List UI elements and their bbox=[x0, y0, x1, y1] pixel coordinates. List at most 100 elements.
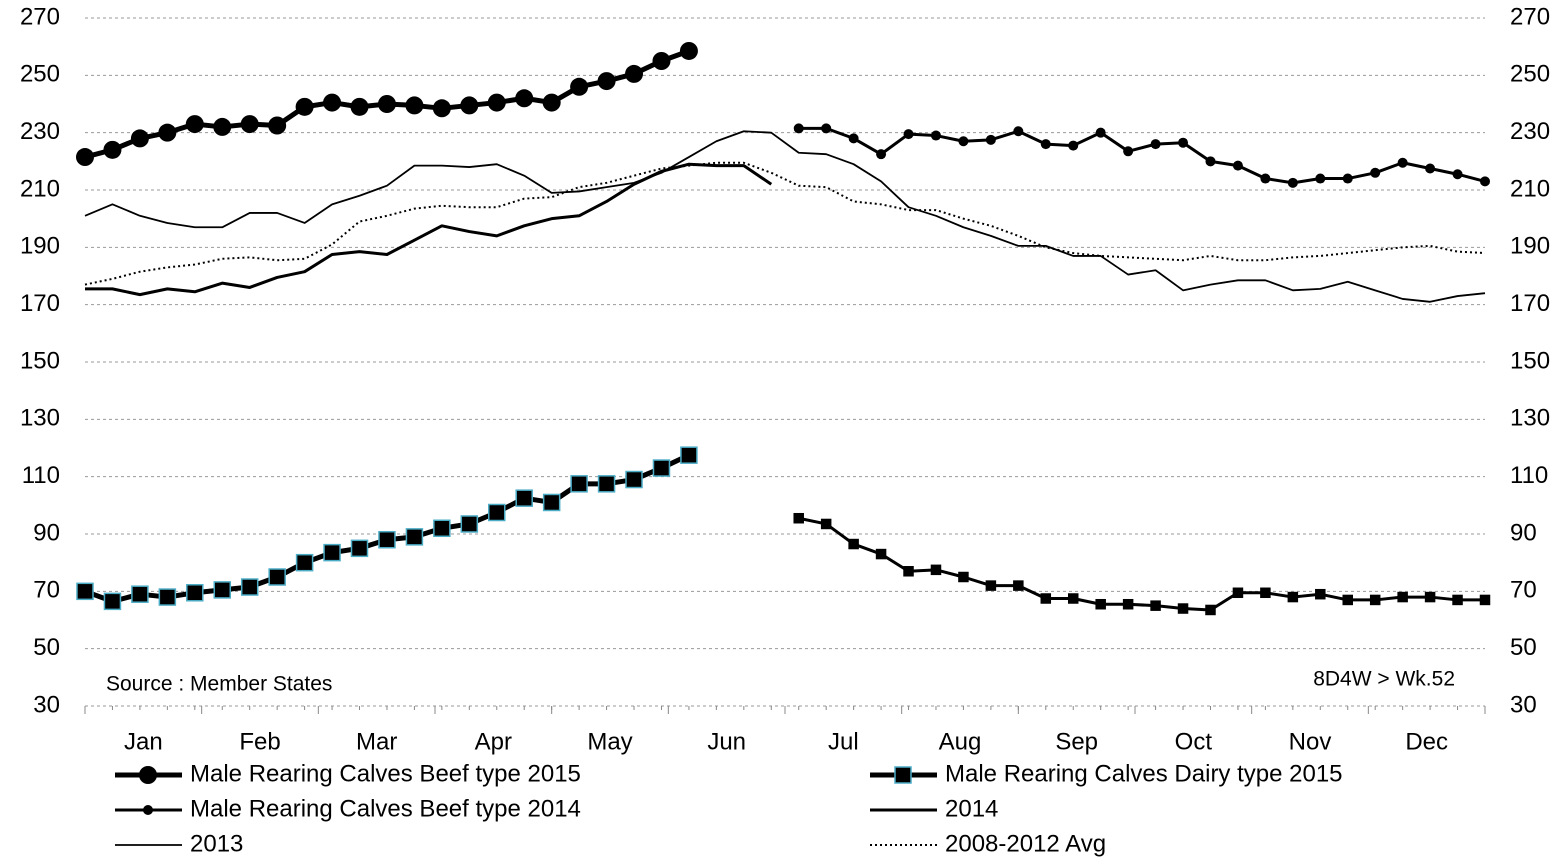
point bbox=[1150, 139, 1161, 150]
point bbox=[1342, 173, 1353, 184]
y2-tick-label: 230 bbox=[1510, 118, 1550, 145]
point bbox=[186, 584, 204, 602]
point bbox=[1452, 169, 1463, 180]
y2-tick-label: 170 bbox=[1510, 290, 1550, 317]
point bbox=[1040, 593, 1052, 604]
point bbox=[1370, 167, 1381, 178]
point bbox=[903, 566, 914, 577]
y2-tick-label: 110 bbox=[1510, 462, 1548, 489]
point bbox=[432, 99, 451, 118]
y-tick-label: 230 bbox=[20, 118, 60, 145]
point bbox=[378, 530, 396, 549]
point bbox=[488, 503, 506, 522]
x-tick-label: Jul bbox=[828, 728, 859, 755]
point bbox=[1287, 177, 1298, 188]
point bbox=[185, 115, 204, 134]
y2-tick-label: 250 bbox=[1510, 61, 1550, 88]
x-tick-label: Jan bbox=[124, 728, 163, 755]
point bbox=[158, 123, 177, 142]
point bbox=[487, 93, 506, 112]
point bbox=[1067, 593, 1079, 604]
series-line bbox=[798, 516, 1485, 612]
point bbox=[1479, 594, 1491, 606]
y-tick-label: 30 bbox=[33, 691, 60, 718]
point bbox=[1095, 127, 1106, 138]
y2-tick-label: 90 bbox=[1510, 519, 1537, 546]
point bbox=[213, 117, 232, 136]
point bbox=[76, 148, 94, 167]
point bbox=[1369, 594, 1381, 606]
point bbox=[821, 123, 832, 134]
point bbox=[570, 77, 589, 96]
point bbox=[1013, 126, 1024, 137]
y2-tick-label: 50 bbox=[1510, 634, 1537, 661]
point bbox=[985, 580, 997, 591]
point bbox=[460, 96, 479, 115]
x-tick-label: Mar bbox=[356, 728, 397, 755]
point bbox=[1397, 157, 1408, 168]
point bbox=[1123, 146, 1134, 157]
point bbox=[323, 93, 342, 112]
y-tick-label: 270 bbox=[20, 3, 60, 30]
point bbox=[515, 489, 533, 507]
point bbox=[1232, 587, 1244, 599]
point bbox=[930, 130, 941, 141]
y-tick-label: 250 bbox=[20, 61, 60, 88]
point bbox=[652, 52, 671, 70]
point bbox=[268, 568, 286, 586]
source-note: Source : Member States bbox=[106, 673, 332, 696]
series-line bbox=[798, 126, 1486, 185]
legend-label: Male Rearing Calves Beef type 2015 bbox=[190, 760, 581, 787]
point bbox=[680, 446, 698, 464]
point bbox=[1480, 176, 1490, 187]
point bbox=[958, 571, 969, 583]
point bbox=[1013, 580, 1024, 591]
x-tick-label: Aug bbox=[939, 728, 982, 755]
point bbox=[515, 89, 534, 108]
point bbox=[903, 129, 914, 140]
point bbox=[460, 515, 479, 533]
point bbox=[295, 97, 314, 116]
y-tick-label: 170 bbox=[20, 290, 60, 317]
x-tick-label: Feb bbox=[239, 728, 280, 755]
y2-tick-label: 70 bbox=[1510, 577, 1537, 604]
y2-tick-label: 130 bbox=[1510, 405, 1550, 432]
series-line bbox=[85, 162, 773, 297]
point bbox=[570, 475, 588, 493]
point bbox=[350, 539, 369, 558]
point bbox=[1452, 594, 1463, 606]
y-tick-label: 190 bbox=[20, 233, 60, 260]
point bbox=[1342, 594, 1353, 606]
y2-tick-label: 30 bbox=[1510, 691, 1537, 718]
point bbox=[158, 588, 177, 606]
legend-label: 2008-2012 Avg bbox=[945, 830, 1106, 857]
point bbox=[405, 96, 424, 115]
point bbox=[597, 72, 616, 91]
legend-label: 2014 bbox=[945, 795, 998, 822]
point bbox=[103, 140, 122, 159]
point bbox=[131, 585, 149, 603]
point bbox=[876, 149, 887, 160]
legend-label: Male Rearing Calves Beef type 2014 bbox=[190, 795, 581, 822]
y-tick-label: 70 bbox=[33, 577, 60, 604]
x-tick-label: May bbox=[587, 728, 632, 755]
point bbox=[1425, 163, 1436, 174]
x-tick-label: Oct bbox=[1175, 728, 1213, 755]
point bbox=[597, 475, 616, 493]
point bbox=[76, 582, 94, 601]
x-tick-label: Nov bbox=[1289, 728, 1332, 755]
point bbox=[625, 470, 643, 489]
point bbox=[295, 553, 314, 572]
point bbox=[323, 543, 341, 562]
point bbox=[1315, 173, 1326, 184]
legend-marker bbox=[139, 766, 157, 784]
point bbox=[1150, 600, 1161, 611]
point bbox=[1040, 139, 1051, 150]
point bbox=[377, 95, 396, 113]
point bbox=[1424, 591, 1436, 603]
point bbox=[240, 578, 259, 596]
legend-label: 2013 bbox=[190, 830, 243, 857]
y-tick-label: 50 bbox=[33, 634, 60, 661]
legend-marker bbox=[143, 805, 153, 815]
